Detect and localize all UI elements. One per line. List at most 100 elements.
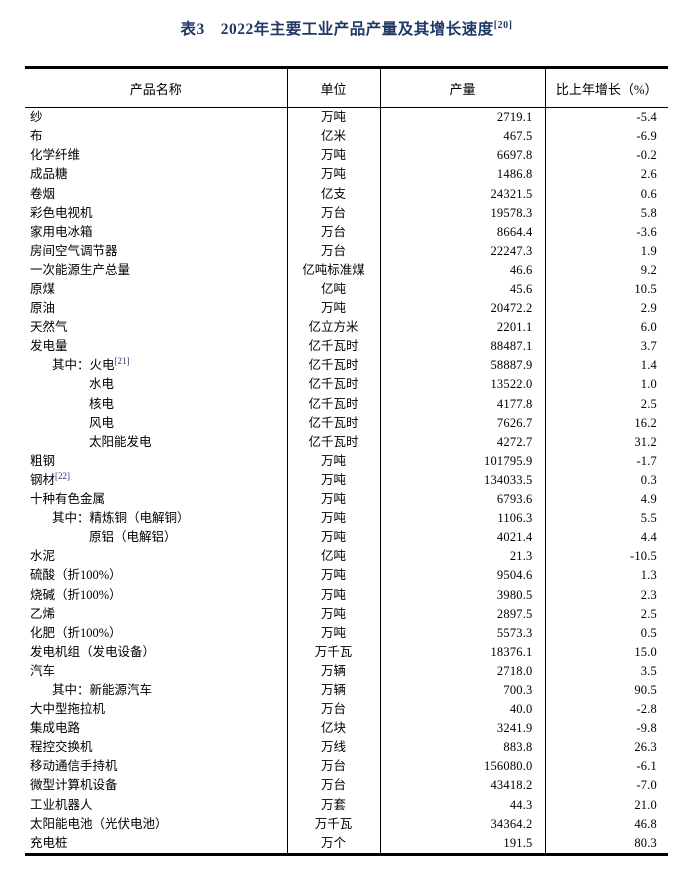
unit-cell: 亿千瓦时: [287, 356, 381, 376]
unit-cell: 万吨: [287, 509, 381, 529]
output-value: 9504.6: [496, 568, 533, 583]
output-cell: 4021.4: [380, 528, 546, 548]
output-cell: 6697.8: [380, 146, 546, 166]
growth-cell: 21.0: [545, 796, 668, 815]
growth-value: 2.6: [640, 167, 657, 182]
growth-value: -10.5: [629, 549, 657, 564]
product-name: 移动通信手持机: [30, 759, 118, 774]
table-row: 化肥（折100%） 万吨 5573.3 0.5: [25, 623, 668, 643]
table-row: 原煤 亿吨 45.6 10.5: [25, 280, 668, 300]
growth-value: 9.2: [640, 262, 657, 277]
table-row: 十种有色金属 万吨 6793.6 4.9: [25, 490, 668, 510]
table-row: 充电桩 万个 191.5 80.3: [25, 833, 668, 855]
footnote-ref: [22]: [55, 470, 71, 481]
output-cell: 44.3: [380, 795, 546, 815]
table-row: 程控交换机 万线 883.8 26.3: [25, 738, 668, 758]
growth-cell: -6.9: [545, 127, 668, 146]
product-name: 家用电冰箱: [30, 224, 93, 239]
output-value: 4021.4: [496, 530, 533, 545]
product-name-cell: 其中：新能源汽车: [25, 680, 288, 701]
output-value: 156080.0: [484, 759, 533, 774]
product-name: 风电: [89, 415, 115, 430]
col-header-unit: 单位: [287, 67, 381, 109]
product-name: 大中型拖拉机: [30, 702, 106, 717]
growth-value: -3.6: [636, 224, 657, 239]
output-value: 20472.2: [490, 301, 533, 316]
product-name: 微型计算机设备: [30, 778, 118, 793]
table-row: 化学纤维 万吨 6697.8 -0.2: [25, 146, 668, 166]
title-footnote-ref: [20]: [493, 20, 513, 31]
unit-cell: 万台: [287, 776, 381, 796]
product-name-cell: 布: [25, 127, 288, 147]
growth-value: -9.8: [636, 721, 657, 736]
output-value: 44.3: [509, 797, 533, 812]
output-cell: 34364.2: [380, 814, 546, 834]
product-name: 汽车: [30, 663, 56, 678]
unit-cell: 万吨: [287, 299, 381, 319]
output-cell: 9504.6: [380, 566, 546, 586]
product-name-cell: 集成电路: [25, 719, 288, 739]
unit-cell: 万吨: [287, 470, 381, 491]
table-row: 粗钢 万吨 101795.9 -1.7: [25, 451, 668, 471]
product-name-cell: 太阳能发电: [25, 432, 288, 452]
table-row: 成品糖 万吨 1486.8 2.6: [25, 165, 668, 185]
output-cell: 5573.3: [380, 623, 546, 643]
product-name-cell: 烧碱（折100%）: [25, 585, 288, 605]
table-row: 工业机器人 万套 44.3 21.0: [25, 795, 668, 815]
unit-cell: 万吨: [287, 451, 381, 471]
product-name-cell: 大中型拖拉机: [25, 700, 288, 720]
table-row: 其中：火电[21] 亿千瓦时 58887.9 1.4: [25, 356, 668, 376]
output-cell: 19578.3: [380, 203, 546, 223]
output-cell: 4177.8: [380, 394, 546, 414]
unit-cell: 亿千瓦时: [287, 375, 381, 395]
growth-value: -6.9: [636, 129, 657, 144]
table-row: 风电 亿千瓦时 7626.7 16.2: [25, 413, 668, 433]
output-value: 22247.3: [490, 243, 533, 258]
growth-cell: -7.0: [545, 776, 668, 795]
growth-cell: 9.2: [545, 261, 668, 280]
output-value: 2897.5: [496, 606, 533, 621]
table-row: 乙烯 万吨 2897.5 2.5: [25, 604, 668, 624]
growth-cell: 2.9: [545, 299, 668, 318]
product-name: 原油: [30, 301, 56, 316]
output-cell: 883.8: [380, 738, 546, 758]
product-name: 集成电路: [30, 721, 81, 736]
growth-cell: 2.5: [545, 605, 668, 624]
unit-cell: 万吨: [287, 165, 381, 185]
output-cell: 2719.1: [380, 107, 546, 128]
product-name-cell: 其中：精炼铜（电解铜）: [25, 509, 288, 529]
table-row: 汽车 万辆 2718.0 3.5: [25, 661, 668, 681]
growth-cell: 4.9: [545, 490, 668, 509]
output-cell: 22247.3: [380, 241, 546, 261]
product-name: 充电桩: [30, 835, 68, 850]
output-value: 101795.9: [484, 453, 533, 468]
output-value: 19578.3: [490, 205, 533, 220]
growth-cell: 5.5: [545, 509, 668, 528]
growth-cell: 31.2: [545, 433, 668, 452]
product-name-cell: 发电机组（发电设备）: [25, 642, 288, 662]
col-header-growth: 比上年增长（%）: [545, 67, 668, 109]
unit-cell: 万线: [287, 738, 381, 758]
product-name: 太阳能发电: [89, 434, 152, 449]
product-name: 其中：火电: [52, 358, 115, 373]
table-row: 家用电冰箱 万台 8664.4 -3.6: [25, 222, 668, 242]
product-name: 一次能源生产总量: [30, 262, 131, 277]
growth-value: 1.9: [640, 243, 657, 258]
product-name-cell: 移动通信手持机: [25, 757, 288, 777]
document-page: 表3 2022年主要工业产品产量及其增长速度[20] 产品名称 单位 产量 比上…: [0, 14, 693, 874]
product-name: 彩色电视机: [30, 205, 93, 220]
output-value: 700.3: [503, 682, 533, 697]
output-value: 18376.1: [490, 644, 533, 659]
product-name: 卷烟: [30, 186, 56, 201]
growth-value: 3.7: [640, 339, 657, 354]
table-row: 太阳能发电 亿千瓦时 4272.7 31.2: [25, 432, 668, 452]
table-row: 彩色电视机 万台 19578.3 5.8: [25, 203, 668, 223]
product-name-cell: 十种有色金属: [25, 490, 288, 510]
growth-cell: 2.6: [545, 165, 668, 184]
output-value: 6793.6: [496, 492, 533, 507]
output-value: 13522.0: [490, 377, 533, 392]
product-name: 工业机器人: [30, 797, 93, 812]
output-cell: 700.3: [380, 680, 546, 701]
output-value: 7626.7: [496, 415, 533, 430]
unit-cell: 亿支: [287, 184, 381, 204]
